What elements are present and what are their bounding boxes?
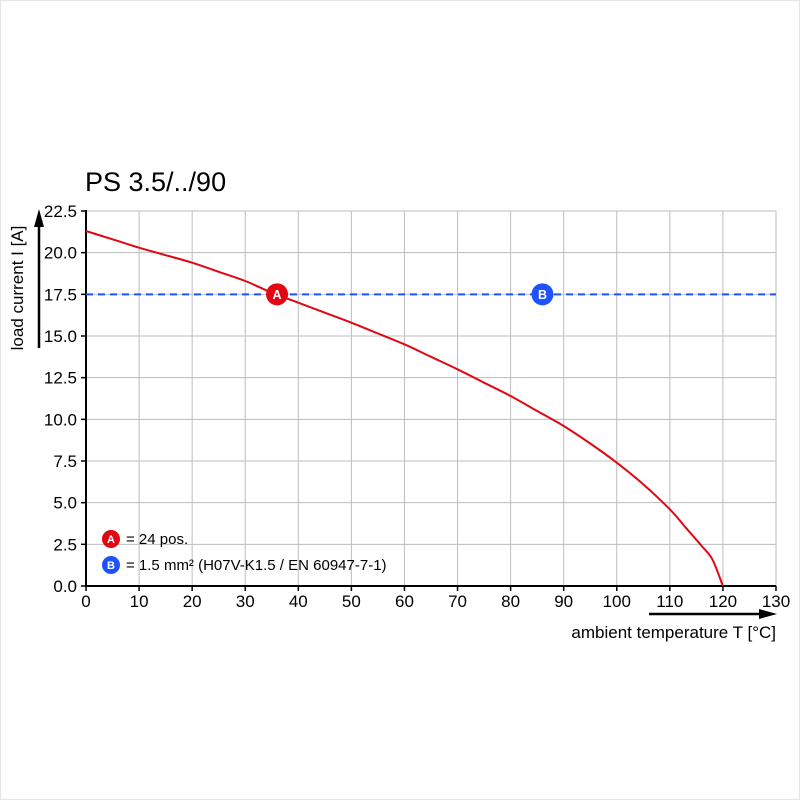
x-tick-label: 30 [236,592,255,611]
x-tick-label: 100 [603,592,631,611]
x-tick-label: 0 [81,592,90,611]
legend-text-A: = 24 pos. [126,531,188,548]
marker-letter-A: A [273,288,282,302]
y-tick-label: 0.0 [53,577,77,596]
x-tick-label: 60 [395,592,414,611]
x-tick-label: 20 [183,592,202,611]
legend-marker-B [102,556,120,574]
x-tick-label: 10 [130,592,149,611]
marker-letter-B: B [538,288,547,302]
y-direction-arrowhead [34,209,44,227]
legend-layer: A = 24 pos. B = 1.5 mm² (H07V-K1.5 / EN 609… [102,530,387,574]
y-tick-label: 12.5 [44,369,77,388]
legend-letter-A: A [107,534,115,546]
y-tick-label: 10.0 [44,410,77,429]
marker-circle-A [266,283,289,306]
marker-B: B [531,283,554,306]
x-direction-arrowhead [759,609,777,619]
legend-item-A: A = 24 pos. [102,530,188,548]
marker-circle-B [531,283,554,306]
x-tick-label: 130 [762,592,790,611]
y-tick-label: 15.0 [44,327,77,346]
y-tick-label: 7.5 [53,452,77,471]
legend-text-B: = 1.5 mm² (H07V-K1.5 / EN 60947-7-1) [126,557,387,574]
y-tick-label: 22.5 [44,202,77,221]
axis-layer: 0 10 20 30 40 50 60 70 80 90 100 110 120 130 0.0 2.5 5.0… [34,202,790,619]
x-tick-label: 80 [501,592,520,611]
x-tick-label: 50 [342,592,361,611]
x-tick-label: 40 [289,592,308,611]
marker-A: A [266,283,289,306]
legend-letter-B: B [107,560,115,572]
x-tick-label: 120 [709,592,737,611]
x-tick-label: 70 [448,592,467,611]
legend-item-B: B = 1.5 mm² (H07V-K1.5 / EN 60947-7-1) [102,556,387,574]
y-tick-label: 17.5 [44,285,77,304]
x-tick-label: 110 [656,592,683,611]
chart-title: PS 3.5/../90 [85,167,226,197]
series-layer [85,230,776,587]
x-tick-label: 90 [554,592,573,611]
legend-marker-A [102,530,120,548]
x-axis-label: ambient temperature T [°C] [571,623,776,642]
y-tick-label: 20.0 [44,244,77,263]
y-tick-label: 5.0 [53,494,77,513]
y-tick-label: 2.5 [53,535,77,554]
grid-layer [86,210,777,586]
derating-curve [85,230,724,587]
y-axis-label: load current I [A] [8,226,27,351]
